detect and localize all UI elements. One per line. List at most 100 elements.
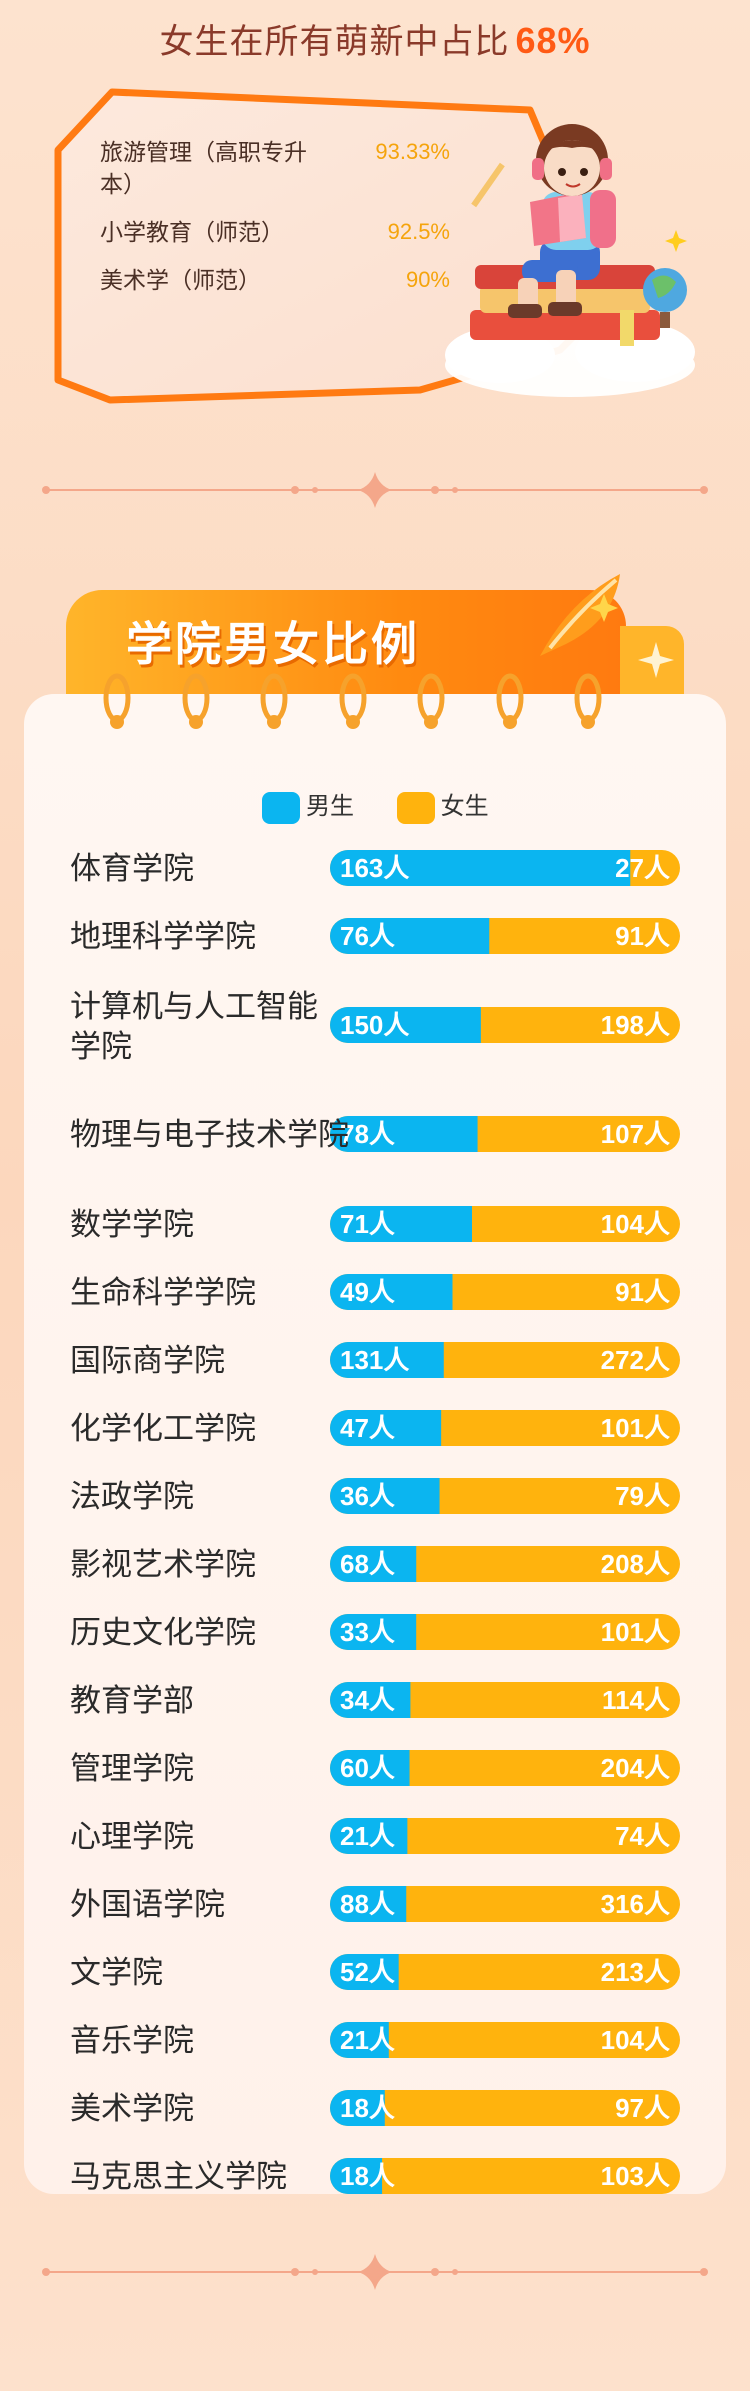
bar-value-male: 18人 (340, 2093, 395, 2123)
bar-group (330, 1614, 680, 1650)
bar-female (330, 2090, 680, 2126)
top-majors-list: 旅游管理（高职专升本） 93.33% 小学教育（师范） 92.5% 美术学（师范… (100, 136, 450, 312)
bar-group (330, 1410, 680, 1446)
bar-value-male: 76人 (340, 921, 395, 951)
bar-value-female: 198人 (601, 1010, 670, 1040)
category-label: 法政学院 (70, 1479, 194, 1514)
category-label: 影视艺术学院 (70, 1547, 256, 1582)
bar-value-female: 101人 (601, 1413, 670, 1443)
category-label: 国际商学院 (70, 1343, 225, 1378)
bar-group (330, 1886, 680, 1922)
bar-male (330, 2158, 383, 2194)
category-label: 物理与电子技术学院 (70, 1117, 349, 1152)
bar-value-female: 27人 (615, 853, 670, 883)
bar-value-female: 91人 (615, 1277, 670, 1307)
bar-female (330, 2158, 680, 2194)
category-label: 地理科学学院 (70, 919, 256, 954)
bar-male (330, 850, 631, 886)
bar-value-female: 272人 (601, 1345, 670, 1375)
legend-item-male: 男生 (262, 786, 354, 824)
category-label: 美术学院 (70, 2091, 194, 2126)
major-name: 旅游管理（高职专升本） (100, 139, 307, 197)
bar-group (330, 1007, 680, 1043)
bar-group (330, 2090, 680, 2126)
bar-value-male: 33人 (340, 1617, 395, 1647)
category-label: 音乐学院 (70, 2023, 194, 2058)
bar-group (330, 850, 680, 886)
bar-value-male: 71人 (340, 1209, 395, 1239)
binder-rings (103, 673, 602, 729)
bar-value-female: 104人 (601, 1209, 670, 1239)
bar-value-male: 52人 (340, 1957, 395, 1987)
category-label: 马克思主义学院 (70, 2159, 287, 2194)
chart-legend: 男生 女生 (262, 786, 525, 824)
major-value: 90% (405, 267, 450, 292)
category-label: 体育学院 (70, 851, 194, 886)
bar-group (330, 1206, 680, 1242)
bar-male (330, 1206, 472, 1242)
category-label: 数学学院 (70, 1207, 194, 1242)
legend-swatch-male (262, 791, 300, 824)
bar-group (330, 1342, 680, 1378)
bar-value-male: 34人 (340, 1685, 395, 1715)
bar-value-female: 107人 (601, 1119, 670, 1149)
bar-value-male: 49人 (340, 1277, 395, 1307)
summary-title-text: 女生在所有萌新中占比 (159, 23, 510, 61)
bar-male (330, 2022, 389, 2058)
bar-value-male: 150人 (340, 1010, 409, 1040)
bar-value-female: 204人 (601, 1753, 670, 1783)
bar-group (330, 1116, 680, 1152)
bar-value-male: 36人 (340, 1481, 395, 1511)
bar-male (330, 1342, 444, 1378)
bar-value-male: 163人 (340, 853, 409, 883)
major-value: 93.33% (375, 139, 450, 164)
bar-value-female: 74人 (615, 1821, 670, 1851)
bar-value-male: 21人 (340, 1821, 395, 1851)
legend-swatch-female (396, 791, 435, 824)
bar-male (330, 1614, 417, 1650)
summary-title: 女生在所有萌新中占比 68% (0, 14, 750, 63)
bar-group (330, 918, 680, 954)
bar-value-male: 21人 (340, 2025, 395, 2055)
bar-value-female: 316人 (601, 1889, 670, 1919)
bar-group (330, 1682, 680, 1718)
bar-value-female: 97人 (615, 2093, 670, 2123)
bar-male (330, 1274, 453, 1310)
bar-male (330, 1818, 408, 1854)
bar-group (330, 1274, 680, 1310)
decorative-divider-bottom (42, 2254, 708, 2290)
major-row: 小学教育（师范） 92.5% (100, 216, 450, 248)
major-name: 小学教育（师范） (100, 219, 284, 245)
category-label: 教育学部 (70, 1683, 194, 1718)
category-label: 历史文化学院 (70, 1615, 256, 1650)
bar-value-female: 101人 (601, 1617, 670, 1647)
bar-value-female: 79人 (615, 1481, 670, 1511)
major-name: 美术学（师范） (100, 267, 261, 293)
bar-value-male: 60人 (340, 1753, 395, 1783)
bar-value-female: 104人 (601, 2025, 670, 2055)
feather-icon (540, 574, 620, 656)
category-label: 管理学院 (70, 1751, 194, 1786)
category-label: 外国语学院 (70, 1887, 225, 1922)
bar-group (330, 1546, 680, 1582)
major-value: 92.5% (387, 219, 450, 244)
bar-male (330, 1886, 407, 1922)
category-label: 生命科学学院 (70, 1275, 256, 1310)
legend-label-male: 男生 (306, 793, 354, 820)
category-label: 文学院 (70, 1955, 163, 1990)
girl-reading-illustration (445, 124, 695, 397)
category-label: 化学化工学院 (70, 1411, 256, 1446)
bar-value-female: 213人 (601, 1957, 670, 1987)
bar-group (330, 1954, 680, 1990)
bar-male (330, 1478, 440, 1514)
decorative-divider (42, 472, 708, 508)
sparkle-icon (638, 642, 674, 678)
bar-male (330, 1007, 481, 1043)
legend-label-female: 女生 (440, 793, 489, 820)
summary-percentage: 68% (515, 20, 591, 61)
bar-group (330, 1478, 680, 1514)
section-title: 学院男女比例 (126, 618, 420, 670)
bar-group (330, 1818, 680, 1854)
major-row: 旅游管理（高职专升本） 93.33% (100, 136, 450, 200)
